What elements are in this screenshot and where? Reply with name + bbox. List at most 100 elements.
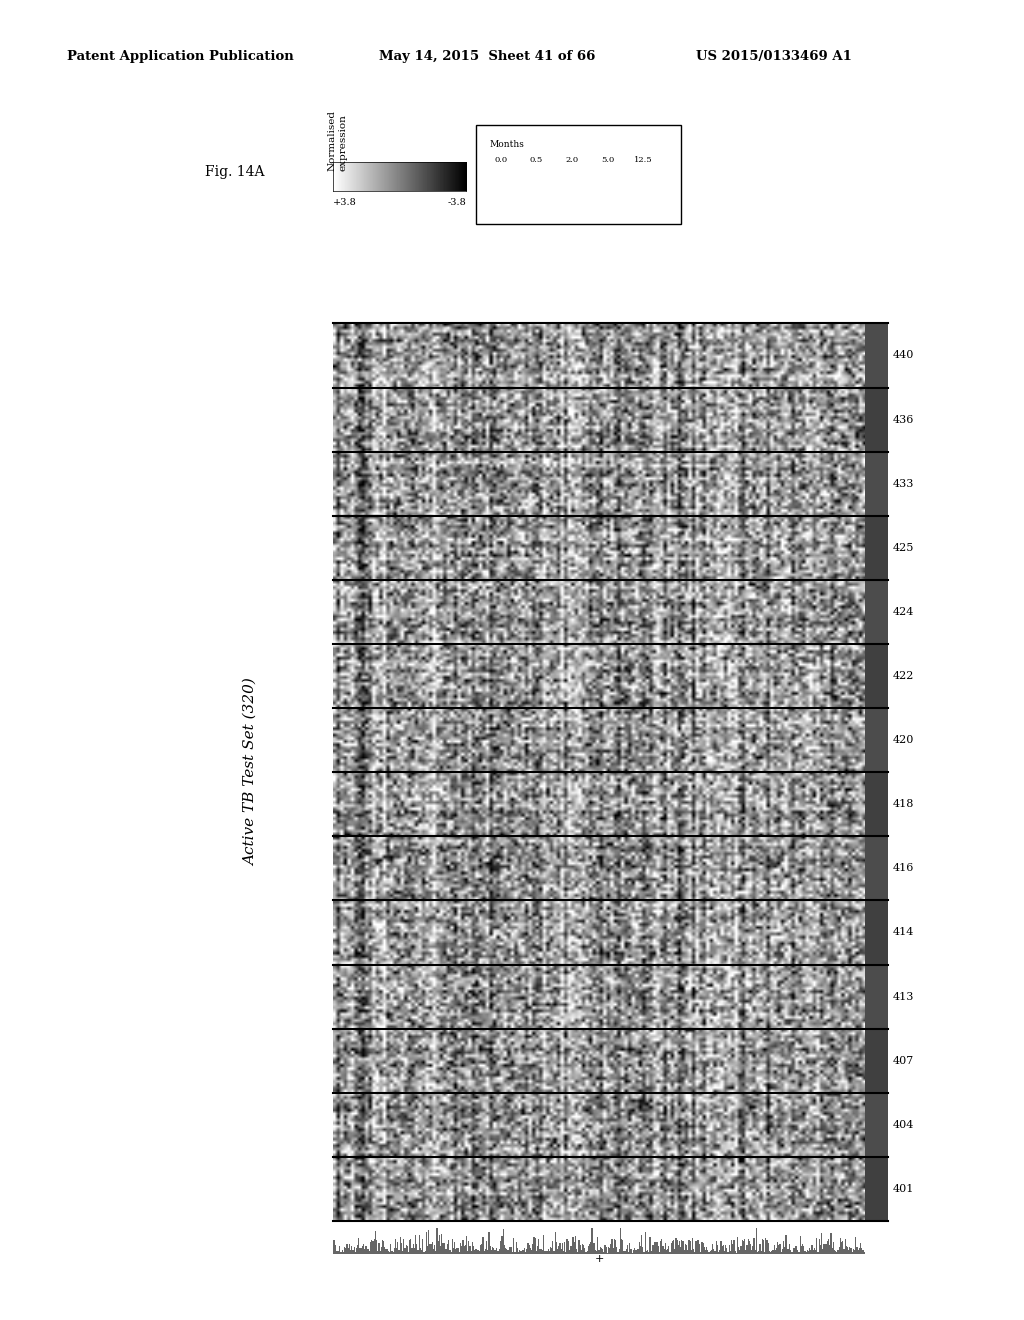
Bar [813,1250,814,1254]
Bar [700,1253,701,1254]
Text: 420: 420 [893,735,914,746]
Text: Patent Application Publication: Patent Application Publication [67,50,293,63]
Bar [501,1241,502,1254]
Bar [574,1236,575,1254]
Bar [438,1234,440,1254]
Bar [435,1251,436,1254]
Bar [534,1237,535,1254]
Bar [840,1238,841,1254]
Bar [787,1249,788,1254]
Bar [544,1251,545,1254]
Bar [744,1238,745,1254]
Bar [693,1249,694,1254]
Bar [549,1251,550,1254]
Bar [486,1241,487,1254]
Bar [450,1250,451,1254]
Bar [595,1250,596,1254]
Bar [356,1247,357,1254]
Bar [849,1246,851,1254]
Bar [578,1253,579,1254]
Bar [862,1250,863,1254]
Bar [784,1247,785,1254]
Bar [686,1246,687,1254]
Bar [365,1250,366,1254]
Bar [377,1251,378,1254]
Bar [564,1242,565,1254]
Bar [613,1238,615,1254]
Bar [414,1249,415,1254]
Bar [573,1242,574,1254]
Bar [495,1250,496,1254]
Bar [550,1247,551,1254]
Bar [665,1243,666,1254]
Bar [566,1238,567,1254]
Bar [741,1239,742,1254]
Bar [425,1251,426,1254]
Text: 436: 436 [893,414,914,425]
Bar [639,1242,640,1254]
Bar [625,1251,626,1254]
Bar [458,1249,459,1254]
Bar [634,1249,635,1254]
Bar [615,1239,616,1254]
Bar [344,1247,345,1254]
Bar [408,1251,410,1254]
Bar [537,1246,538,1254]
Bar [347,1247,349,1254]
Bar [368,1249,369,1254]
Bar [696,1239,697,1254]
Bar [581,1250,582,1254]
Bar [526,1249,527,1254]
Bar [830,1233,831,1254]
Bar [570,1246,571,1254]
Bar [732,1243,733,1254]
Bar [724,1251,725,1254]
Bar [709,1253,710,1254]
Bar [399,1237,400,1254]
Bar [822,1249,823,1254]
Bar [590,1242,591,1254]
Bar [811,1245,813,1254]
Bar [351,1246,352,1254]
Text: 416: 416 [893,863,914,874]
Bar [750,1245,751,1254]
Bar [708,1250,709,1254]
Bar [823,1243,824,1254]
Bar [828,1239,829,1254]
Bar [841,1242,842,1254]
Bar [400,1243,402,1254]
Bar [674,1249,676,1254]
Bar [702,1243,703,1254]
Bar [729,1245,730,1254]
Text: 2.0: 2.0 [565,156,579,164]
Text: Normalised
expression: Normalised expression [328,110,348,170]
Bar [518,1253,519,1254]
Bar [754,1238,755,1254]
Bar [488,1232,489,1254]
Bar [682,1241,684,1254]
Bar [431,1242,433,1254]
Bar [423,1251,425,1254]
Bar [548,1249,549,1254]
Bar [825,1245,826,1254]
Bar [397,1242,398,1254]
Bar [511,1247,512,1254]
Bar [507,1250,509,1254]
Bar [514,1253,516,1254]
Bar [857,1250,859,1254]
Bar [602,1249,603,1254]
Bar [624,1251,625,1254]
Bar [799,1251,800,1254]
Bar [506,1249,507,1254]
Bar [502,1236,503,1254]
Bar [437,1241,438,1254]
Bar [447,1243,449,1254]
Bar [793,1247,794,1254]
Bar [834,1250,836,1254]
Bar [667,1249,669,1254]
Bar [381,1246,382,1254]
Bar [846,1246,847,1254]
Bar [672,1241,673,1254]
Bar [512,1251,513,1254]
Bar [487,1250,488,1254]
